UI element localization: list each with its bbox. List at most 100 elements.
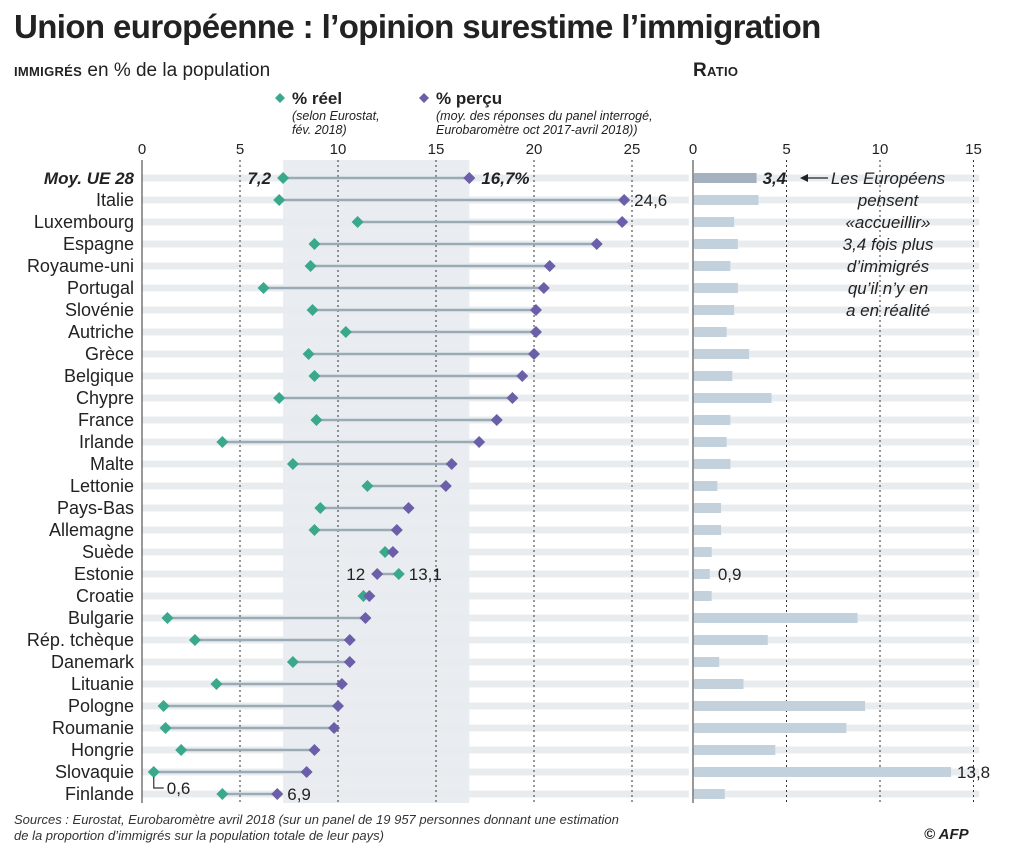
perceived-point <box>343 656 356 668</box>
category-label: Croatie <box>76 586 134 606</box>
perceived-point <box>328 722 341 734</box>
legend-real-note-1: (selon Eurostat, <box>292 109 380 123</box>
category-label: Estonie <box>74 564 134 584</box>
perceived-point <box>343 634 356 646</box>
annotation-line: «accueillir» <box>845 213 930 232</box>
category-label: France <box>78 410 134 430</box>
category-label: Lettonie <box>70 476 134 496</box>
sources-line-1: Sources : Eurostat, Eurobaromètre avril … <box>14 812 619 827</box>
avg-perceived-label: 16,7% <box>481 169 529 188</box>
ratio-bar <box>694 613 858 623</box>
ratio-bar <box>694 525 722 535</box>
real-point <box>339 326 352 338</box>
category-label: Portugal <box>67 278 134 298</box>
ratio-bar <box>694 569 710 579</box>
real-point <box>379 546 392 558</box>
real-point <box>147 766 160 778</box>
perceived-point <box>590 238 603 250</box>
real-point <box>216 788 229 800</box>
ratio-estonie-label: 0,9 <box>718 565 742 584</box>
ratio-bar <box>694 393 772 403</box>
category-label: Royaume-uni <box>27 256 134 276</box>
ratio-bar <box>694 195 759 205</box>
annotation-line: d’immigrés <box>847 257 930 276</box>
real-point <box>392 568 405 580</box>
tick-label-left: 0 <box>138 141 146 158</box>
perceived-point <box>332 700 344 712</box>
perceived-point <box>537 282 550 294</box>
perceived-point <box>528 348 540 360</box>
real-point <box>302 348 315 360</box>
legend-perceived-marker <box>419 93 429 103</box>
tick-label-left: 10 <box>330 141 347 158</box>
category-label: Irlande <box>79 432 134 452</box>
category-label: Hongrie <box>71 740 134 760</box>
left-section-title: immigrés en % de la population <box>14 60 270 82</box>
ratio-bar <box>694 591 712 601</box>
ratio-bar <box>694 239 738 249</box>
ratio-bar <box>694 767 952 777</box>
category-label: Italie <box>96 190 134 210</box>
sources-line-2: de la proportion d’immigrés sur la popul… <box>14 828 384 843</box>
category-label: Autriche <box>68 322 134 342</box>
tick-label-right: 10 <box>872 141 889 158</box>
tick-label-right: 0 <box>689 141 697 158</box>
category-label: Suède <box>82 542 134 562</box>
ratio-bar <box>694 437 727 447</box>
perceived-point <box>529 304 542 316</box>
annotation-line: a en réalité <box>846 301 930 320</box>
real-point <box>308 370 321 382</box>
real-point <box>273 392 286 404</box>
perceived-point <box>300 766 313 778</box>
ratio-bar <box>694 415 731 425</box>
ratio-bar <box>694 503 722 513</box>
ratio-bar <box>694 547 712 557</box>
italie-perceived-label: 24,6 <box>634 191 667 210</box>
category-label: Espagne <box>63 234 134 254</box>
perceived-point <box>371 568 384 580</box>
perceived-point <box>490 414 503 426</box>
avg-real-label: 7,2 <box>247 169 271 188</box>
real-point <box>361 480 374 492</box>
sources-note: Sources : Eurostat, Eurobaromètre avril … <box>14 812 714 844</box>
real-point <box>161 612 174 624</box>
real-point <box>216 436 229 448</box>
real-point <box>188 634 201 646</box>
ratio-bar <box>694 701 866 711</box>
category-label: Chypre <box>76 388 134 408</box>
ratio-bar <box>694 679 744 689</box>
perceived-point <box>390 524 403 536</box>
annotation-line: pensent <box>857 191 920 210</box>
ratio-bar <box>694 635 768 645</box>
ratio-bar <box>694 459 731 469</box>
annotation-line: 3,4 fois plus <box>843 235 934 254</box>
tick-label-left: 5 <box>236 141 244 158</box>
category-label: Moy. UE 28 <box>44 169 135 188</box>
legend-perceived-label: % perçu <box>436 89 502 108</box>
real-point <box>159 722 172 734</box>
slovaquie-real-label: 0,6 <box>167 779 191 798</box>
category-label: Danemark <box>51 652 135 672</box>
perceived-point <box>386 546 399 558</box>
category-label: Belgique <box>64 366 134 386</box>
real-point <box>273 194 286 206</box>
real-point <box>306 304 319 316</box>
category-label: Luxembourg <box>34 212 134 232</box>
legend-perceived-note-1: (moy. des réponses du panel interrogé, <box>436 109 653 123</box>
category-label: Pologne <box>68 696 134 716</box>
real-point <box>257 282 270 294</box>
category-label: Roumanie <box>52 718 134 738</box>
perceived-point <box>363 590 376 602</box>
legend-perceived-note-2: Eurobaromètre oct 2017-avril 2018)) <box>436 123 638 137</box>
legend-real-marker <box>275 93 285 103</box>
ratio-bar <box>694 305 735 315</box>
tick-label-right: 5 <box>782 141 790 158</box>
real-point <box>286 656 299 668</box>
page-title: Union européenne : l’opinion surestime l… <box>14 8 821 45</box>
real-point <box>308 524 321 536</box>
real-point <box>308 238 321 250</box>
ratio-bar <box>694 657 720 667</box>
perceived-point <box>359 612 372 624</box>
category-label: Allemagne <box>49 520 134 540</box>
ratio-bar <box>694 723 847 733</box>
